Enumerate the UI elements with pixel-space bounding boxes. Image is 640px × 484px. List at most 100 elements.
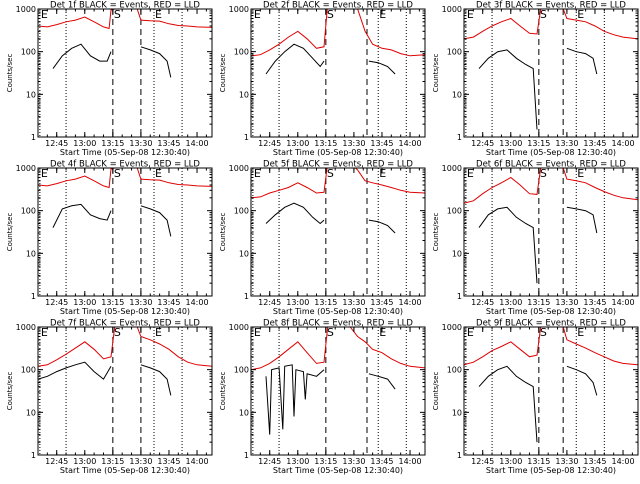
x-axis-label: Start Time (05-Sep-08 12:30:40) [273,307,403,316]
series-line-lld [464,9,542,40]
chart-title: Det 1f BLACK = Events, RED = LLD [50,1,200,11]
marker-label-e: E [155,326,162,339]
plot-frame [463,8,639,138]
x-tick-label: 13:45 [157,457,180,466]
y-tick-label: 1000 [16,5,36,14]
x-tick-label: 13:30 [555,298,578,307]
series-line-lld [136,327,212,367]
marker-label-e: E [379,326,386,339]
y-axis-label: Counts/sec [219,54,227,93]
x-tick-label: 13:30 [342,457,365,466]
marker-label-e: E [254,167,261,180]
chart-title: Det 7f BLACK = Events, RED = LLD [50,319,200,329]
series-line-events [265,202,325,225]
y-tick-label: 1000 [229,5,249,14]
y-tick-label: 10 [452,408,462,417]
x-tick-label: 13:30 [129,139,152,148]
x-tick-label: 12:45 [45,457,68,466]
x-tick-label: 14:00 [399,298,422,307]
series-line-events [478,206,538,284]
marker-label-e: E [467,326,474,339]
x-tick-label: 13:15 [527,298,550,307]
series-line-events [140,46,172,78]
x-tick-label: 13:00 [286,298,309,307]
y-tick-label: 1 [244,292,249,301]
y-tick-label: 1 [457,451,462,460]
marker-label-s: S [540,326,547,339]
x-tick-label: 13:00 [499,139,522,148]
x-tick-label: 13:30 [342,298,365,307]
x-tick-label: 14:00 [399,457,422,466]
x-tick-label: 13:45 [370,298,393,307]
y-axis-label: Counts/sec [219,372,227,411]
y-tick-label: 10 [26,408,36,417]
x-tick-label: 13:45 [583,457,606,466]
x-tick-label: 13:45 [583,139,606,148]
x-tick-label: 13:00 [286,457,309,466]
y-tick-label: 1000 [16,323,36,332]
plot-frame [37,167,213,297]
y-tick-label: 100 [21,48,36,57]
marker-label-e: E [577,167,584,180]
y-tick-label: 1 [244,133,249,142]
marker-label-e: E [254,326,261,339]
series-line-events [265,364,325,435]
plot-frame [250,167,426,297]
y-axis-label: Counts/sec [219,213,227,252]
x-axis-label: Start Time (05-Sep-08 12:30:40) [486,466,616,475]
marker-label-e: E [254,8,261,21]
x-tick-label: 13:15 [314,139,337,148]
x-tick-label: 14:00 [612,139,635,148]
marker-label-s: S [114,8,121,21]
marker-label-e: E [467,167,474,180]
series-line-events [52,203,112,228]
y-tick-label: 1000 [442,323,462,332]
y-tick-label: 100 [447,48,462,57]
series-line-events [368,219,396,234]
series-line-lld [251,9,425,57]
y-axis-label: Counts/sec [6,372,14,411]
y-tick-label: 10 [239,408,249,417]
x-tick-label: 13:30 [555,139,578,148]
x-tick-label: 12:45 [258,139,281,148]
y-tick-label: 100 [234,48,249,57]
y-axis-label: Counts/sec [6,54,14,93]
x-tick-label: 13:30 [129,298,152,307]
y-tick-label: 1000 [16,164,36,173]
series-line-events [566,47,598,75]
y-tick-label: 1 [31,292,36,301]
series-line-events [566,206,598,234]
marker-label-s: S [114,326,121,339]
series-line-lld [464,168,542,204]
x-tick-label: 13:00 [499,457,522,466]
x-tick-label: 12:45 [45,298,68,307]
y-axis-label: Counts/sec [432,54,440,93]
marker-label-e: E [577,326,584,339]
y-tick-label: 10 [452,90,462,99]
y-tick-label: 1000 [442,164,462,173]
series-line-events [478,365,538,443]
marker-label-s: S [540,8,547,21]
series-line-events [265,43,325,75]
x-tick-label: 13:15 [527,139,550,148]
y-tick-label: 1000 [229,164,249,173]
series-line-lld [251,168,425,199]
x-tick-label: 13:45 [370,457,393,466]
x-tick-label: 12:45 [471,457,494,466]
y-axis-label: Counts/sec [432,213,440,252]
marker-label-e: E [41,167,48,180]
x-axis-label: Start Time (05-Sep-08 12:30:40) [486,307,616,316]
marker-label-e: E [577,8,584,21]
y-tick-label: 1 [31,451,36,460]
x-tick-label: 13:45 [157,139,180,148]
x-tick-label: 12:45 [258,457,281,466]
y-tick-label: 1 [31,133,36,142]
x-tick-label: 12:45 [471,139,494,148]
x-tick-label: 13:15 [527,457,550,466]
x-axis-label: Start Time (05-Sep-08 12:30:40) [60,148,190,157]
x-tick-label: 13:00 [73,139,96,148]
